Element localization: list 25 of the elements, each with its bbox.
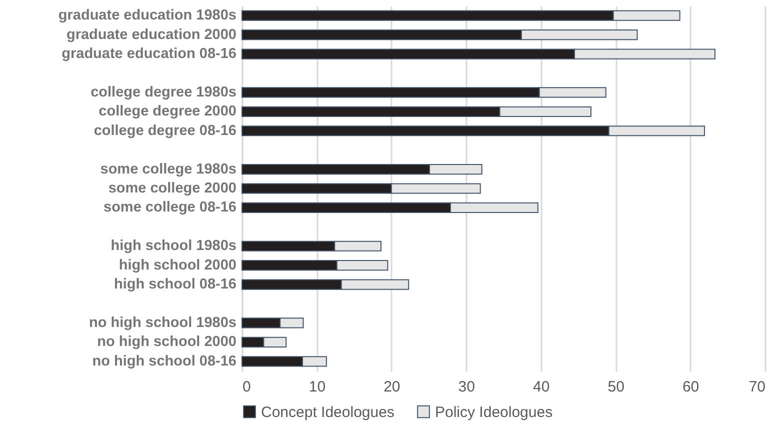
y-tick-label: college degree 2000 xyxy=(98,104,236,120)
y-tick-label: college degree 08-16 xyxy=(94,122,236,139)
y-tick-label: high school 1980s xyxy=(110,238,236,254)
y-tick-label: graduate education 2000 xyxy=(66,26,236,43)
x-tick-label: 70 xyxy=(748,378,766,396)
x-tick-label: 40 xyxy=(533,378,550,396)
y-tick-label: no high school 1980s xyxy=(89,314,236,331)
y-tick-label: graduate education 1980s xyxy=(58,8,236,24)
x-tick-label: 10 xyxy=(308,378,326,396)
y-tick-label: no high school 2000 xyxy=(97,334,236,350)
x-tick-label: 50 xyxy=(608,378,624,396)
y-tick-label: graduate education 08-16 xyxy=(62,46,236,62)
y-tick-label: college degree 1980s xyxy=(90,84,236,100)
x-tick-label: 0 xyxy=(242,378,251,396)
legend-label: Concept Ideologues xyxy=(261,404,394,421)
x-tick-label: 20 xyxy=(384,378,400,396)
y-tick-label: some college 2000 xyxy=(108,180,236,196)
y-tick-label: high school 2000 xyxy=(118,257,236,274)
y-tick-label: high school 08-16 xyxy=(114,276,236,293)
x-tick-label: 30 xyxy=(458,378,475,396)
y-tick-label: some college 1980s xyxy=(100,161,236,178)
y-tick-label: some college 08-16 xyxy=(104,200,236,216)
x-tick-label: 60 xyxy=(682,378,700,396)
y-tick-label: no high school 08-16 xyxy=(92,353,236,370)
legend-label: Policy Ideologues xyxy=(435,404,553,421)
